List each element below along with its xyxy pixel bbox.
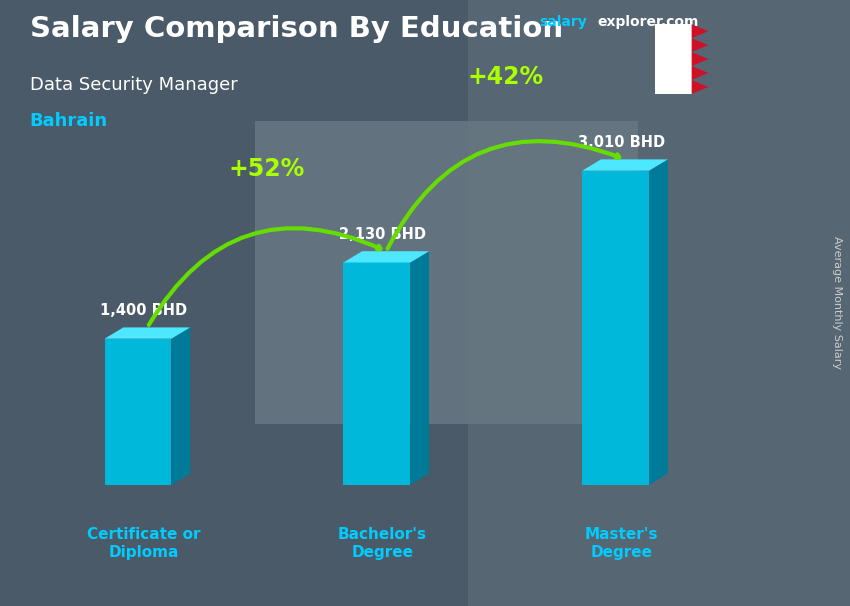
Text: Salary Comparison By Education: Salary Comparison By Education [30, 15, 563, 43]
Text: +42%: +42% [468, 65, 544, 88]
Polygon shape [343, 251, 429, 262]
Text: explorer.com: explorer.com [598, 15, 699, 29]
Polygon shape [649, 159, 668, 485]
Text: Bahrain: Bahrain [30, 112, 108, 130]
Text: Master's
Degree: Master's Degree [585, 527, 658, 559]
Polygon shape [582, 171, 649, 485]
Polygon shape [105, 327, 190, 339]
Bar [654, 24, 692, 94]
Polygon shape [411, 251, 429, 485]
Polygon shape [105, 339, 172, 485]
Bar [468, 0, 850, 606]
Text: +52%: +52% [229, 156, 305, 181]
Text: 1,400 BHD: 1,400 BHD [100, 303, 187, 318]
Polygon shape [692, 80, 708, 94]
Polygon shape [692, 24, 708, 38]
FancyArrowPatch shape [388, 141, 619, 248]
Text: Average Monthly Salary: Average Monthly Salary [832, 236, 842, 370]
Polygon shape [692, 66, 708, 80]
Polygon shape [172, 327, 190, 485]
Polygon shape [692, 38, 708, 52]
Polygon shape [692, 52, 708, 66]
Text: 3,010 BHD: 3,010 BHD [578, 135, 665, 150]
Polygon shape [343, 262, 411, 485]
Text: 2,130 BHD: 2,130 BHD [339, 227, 426, 242]
Text: salary: salary [540, 15, 587, 29]
Text: Certificate or
Diploma: Certificate or Diploma [87, 527, 201, 559]
Bar [255, 121, 638, 424]
FancyArrowPatch shape [149, 228, 381, 325]
Text: Bachelor's
Degree: Bachelor's Degree [338, 527, 427, 559]
Text: Data Security Manager: Data Security Manager [30, 76, 237, 94]
Polygon shape [582, 159, 668, 171]
